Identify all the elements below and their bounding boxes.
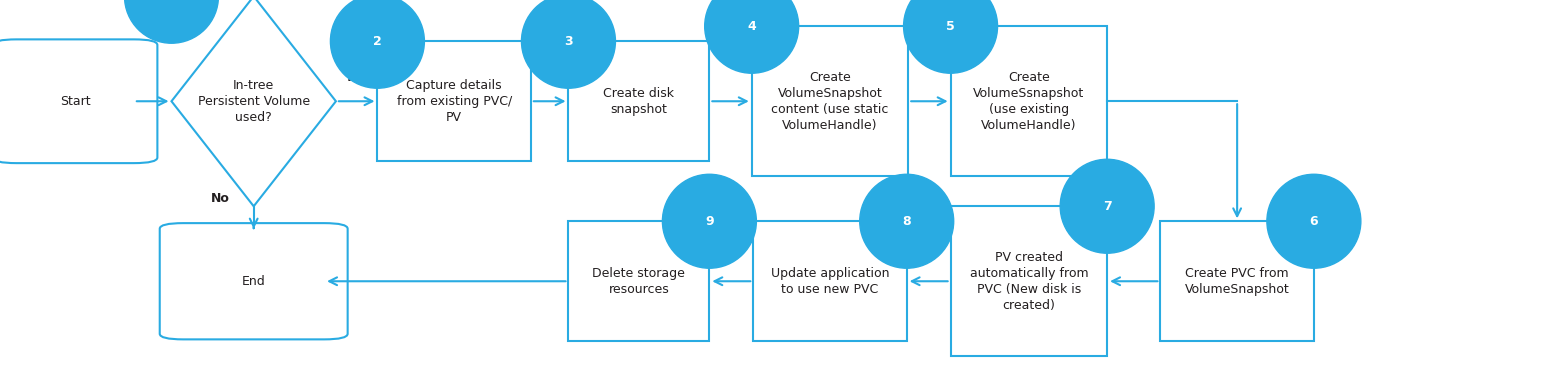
Text: 7: 7 bbox=[1102, 200, 1112, 213]
Text: Start: Start bbox=[60, 95, 91, 108]
Text: Yes: Yes bbox=[345, 71, 368, 84]
Text: Update application
to use new PVC: Update application to use new PVC bbox=[770, 267, 889, 296]
Text: 5: 5 bbox=[946, 20, 955, 33]
Bar bbox=[752, 26, 908, 176]
Text: No: No bbox=[211, 192, 230, 205]
Text: 3: 3 bbox=[564, 35, 573, 48]
Bar bbox=[377, 41, 531, 161]
Text: 8: 8 bbox=[902, 215, 911, 228]
Text: End: End bbox=[241, 275, 266, 288]
Text: Capture details
from existing PVC/
PV: Capture details from existing PVC/ PV bbox=[396, 79, 512, 124]
FancyBboxPatch shape bbox=[160, 223, 348, 339]
Ellipse shape bbox=[662, 174, 756, 268]
Ellipse shape bbox=[1060, 159, 1154, 253]
Text: PV created
automatically from
PVC (New disk is
created): PV created automatically from PVC (New d… bbox=[969, 251, 1088, 312]
Text: Delete storage
resources: Delete storage resources bbox=[592, 267, 686, 296]
Text: In-tree
Persistent Volume
used?: In-tree Persistent Volume used? bbox=[197, 79, 310, 124]
Text: 6: 6 bbox=[1309, 215, 1319, 228]
Ellipse shape bbox=[705, 0, 799, 73]
Text: Create
VolumeSsnapshot
(use existing
VolumeHandle): Create VolumeSsnapshot (use existing Vol… bbox=[972, 71, 1085, 132]
Ellipse shape bbox=[860, 174, 954, 268]
Ellipse shape bbox=[125, 0, 219, 43]
Bar bbox=[951, 206, 1107, 356]
Ellipse shape bbox=[521, 0, 615, 88]
Text: 1: 1 bbox=[168, 0, 175, 3]
Text: Create PVC from
VolumeSnapshot: Create PVC from VolumeSnapshot bbox=[1185, 267, 1289, 296]
Bar bbox=[568, 41, 709, 161]
Text: Create
VolumeSnapshot
content (use static
VolumeHandle): Create VolumeSnapshot content (use stati… bbox=[772, 71, 888, 132]
Ellipse shape bbox=[1267, 174, 1361, 268]
Polygon shape bbox=[172, 0, 335, 206]
Bar bbox=[1160, 221, 1314, 341]
Bar bbox=[753, 221, 907, 341]
Text: 4: 4 bbox=[747, 20, 756, 33]
Text: 2: 2 bbox=[373, 35, 382, 48]
Bar bbox=[568, 221, 709, 341]
Bar bbox=[951, 26, 1107, 176]
Ellipse shape bbox=[904, 0, 998, 73]
Text: 9: 9 bbox=[705, 215, 714, 228]
Text: Create disk
snapshot: Create disk snapshot bbox=[603, 87, 675, 116]
FancyBboxPatch shape bbox=[0, 39, 157, 163]
Ellipse shape bbox=[330, 0, 424, 88]
